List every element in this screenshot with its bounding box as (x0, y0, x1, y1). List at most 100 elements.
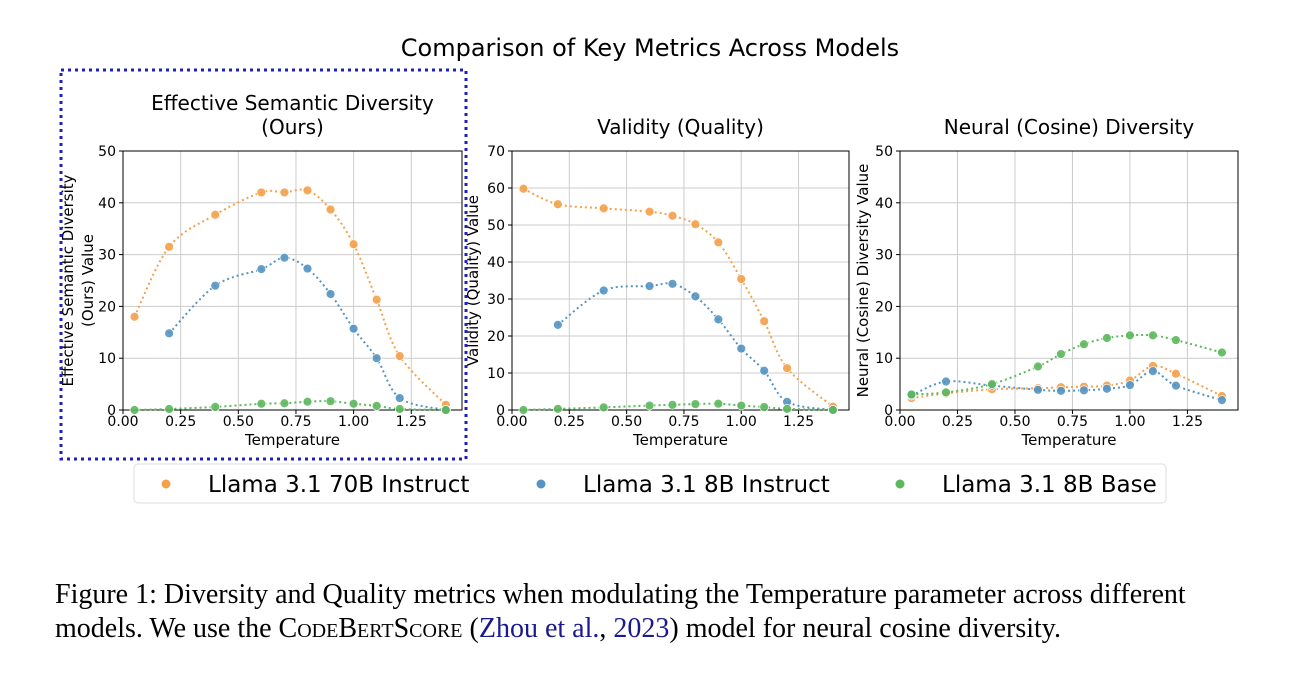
x-tick-label: 0.50 (223, 414, 254, 430)
y-tick-label: 30 (875, 248, 893, 264)
legend-marker (536, 479, 546, 489)
chart-title: Validity (Quality) (597, 115, 764, 139)
data-point (667, 399, 678, 410)
data-point (552, 319, 563, 330)
y-tick-label: 30 (98, 248, 116, 264)
x-axis-label: Temperature (632, 431, 728, 449)
chart-title: Effective Semantic Diversity (151, 91, 434, 115)
chart-panel-3: 0.00 0.25 0.50 0.75 1.00 1.2501020304050Neura… (854, 115, 1239, 449)
x-tick-label: 0.25 (942, 414, 973, 430)
data-point (713, 398, 724, 409)
data-point (210, 401, 221, 412)
x-tick-label: 0.50 (611, 414, 642, 430)
data-point (1033, 384, 1043, 395)
citation-year-link[interactable]: 2023 (613, 613, 670, 644)
caption-suffix: ) model for neural cosine diversity. (669, 613, 1061, 644)
legend-marker (895, 479, 905, 489)
data-point (1102, 333, 1112, 343)
data-point (828, 405, 838, 415)
y-axis-label: Effective Semantic Diversity (59, 174, 77, 386)
y-tick-label: 70 (487, 144, 505, 160)
data-point (210, 280, 221, 291)
chart-panel-1: 0.00 0.25 0.50 0.75 1.00 1.25 0 10 20 30 40 50 Effec… (59, 91, 463, 449)
data-point (736, 274, 747, 284)
y-tick-label: 20 (875, 299, 893, 315)
x-tick-label: 1.25 (1172, 414, 1203, 430)
data-point (279, 187, 290, 198)
x-tick-label: 1.00 (338, 414, 369, 430)
caption-sc-3: core (409, 613, 463, 644)
data-point (906, 389, 917, 400)
x-tick-label: 0.00 (496, 414, 527, 430)
caption-prefix: Figure 1: Diversity and Quality metrics … (55, 579, 1186, 644)
x-tick-label: 0.25 (165, 414, 196, 430)
data-point (256, 187, 267, 198)
data-point (690, 219, 701, 230)
data-point (302, 185, 313, 196)
chart-title: (Ours) (261, 115, 324, 139)
citation-author-link[interactable]: Zhou et al. (478, 613, 600, 644)
data-point (782, 403, 793, 414)
data-point (348, 239, 359, 250)
data-point (1102, 383, 1112, 394)
legend-frame (133, 463, 1167, 504)
caption-sc-c2: B (338, 613, 358, 644)
legend-marker (161, 479, 171, 489)
data-point (394, 351, 405, 362)
series-line (523, 402, 833, 411)
data-point (1033, 361, 1043, 372)
plot-frame (122, 150, 463, 411)
data-point (1171, 380, 1181, 391)
y-tick-label: 50 (875, 144, 893, 160)
data-point (782, 363, 793, 374)
y-tick-label: 0 (107, 403, 116, 419)
data-point (598, 402, 609, 413)
data-point (736, 343, 747, 354)
data-point (598, 203, 609, 214)
data-point (1171, 368, 1181, 379)
series-line (523, 187, 834, 408)
caption-sc-c3: S (393, 613, 410, 644)
x-tick-label: 1.00 (726, 414, 757, 430)
data-point (598, 285, 609, 296)
data-point (1056, 385, 1066, 396)
data-point (1079, 339, 1089, 350)
x-tick-label: 0.25 (554, 414, 585, 430)
data-point (1217, 347, 1227, 358)
chart-panel-2: 0.00 0.25 0.50 0.75 1.00 1.25 0 10 20 30 40 50 60 70 V… (464, 115, 850, 449)
data-point (1125, 330, 1135, 341)
data-point (667, 210, 678, 221)
data-point (552, 403, 563, 414)
caption-sc-2: ert (357, 613, 394, 644)
figure-suptitle: Comparison of Key Metrics Across Models (401, 34, 899, 62)
data-point (371, 294, 382, 305)
data-point (164, 241, 175, 252)
figure-caption: Figure 1: Diversity and Quality metrics … (55, 578, 1255, 646)
x-tick-label: 1.25 (396, 414, 427, 430)
data-point (440, 405, 451, 415)
series-line (133, 188, 447, 406)
data-point (256, 398, 267, 409)
y-tick-label: 10 (98, 351, 116, 367)
y-tick-label: 50 (487, 218, 505, 234)
data-point (518, 405, 529, 415)
x-axis-label: Temperature (244, 431, 340, 449)
data-point (164, 328, 175, 339)
y-tick-label: 10 (487, 366, 505, 382)
data-point (279, 398, 290, 409)
x-tick-label: 1.00 (1114, 414, 1145, 430)
plot-frame (511, 150, 850, 411)
data-point (690, 291, 701, 302)
data-point (1217, 395, 1227, 406)
y-tick-label: 0 (884, 403, 893, 419)
data-point (325, 396, 336, 407)
data-point (210, 209, 221, 220)
data-point (325, 289, 336, 299)
highlight-box (59, 68, 468, 461)
x-tick-label: 0.00 (884, 414, 915, 430)
caption-paren-open: ( (462, 613, 479, 644)
data-point (1125, 380, 1135, 391)
data-point (759, 365, 770, 376)
series-line (168, 256, 447, 411)
chart-title: Neural (Cosine) Diversity (944, 115, 1195, 139)
